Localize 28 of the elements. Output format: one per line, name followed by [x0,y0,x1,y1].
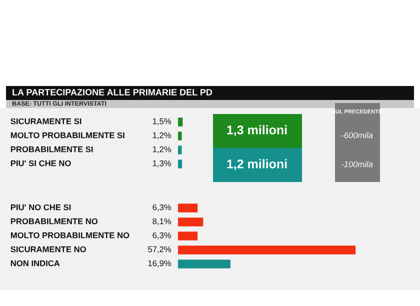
data-label: 57,2% [148,246,172,254]
data-label: 16,9% [148,260,172,268]
y-tick-label: SICURAMENTE SI [10,118,82,124]
y-tick-label: PIU' SI CHE NO [10,160,71,166]
bar [178,246,356,254]
y-tick-label: MOLTO PROBABILMENTE NO [10,232,130,238]
bar [178,204,198,212]
bar [178,260,230,268]
bar [178,218,204,226]
y-tick-label: PROBABILMENTE NO [10,218,98,224]
y-tick-label: PIU' NO CHE SI [10,204,71,210]
data-label: 8,1% [152,218,172,226]
data-label: 1,2% [152,146,172,154]
data-label: 6,3% [152,204,172,212]
data-label: 1,2% [152,132,172,140]
text: -100mila [341,161,373,168]
data-label: 6,3% [152,232,172,240]
text: -600mila [341,132,373,138]
data-label: 1,5% [152,118,172,126]
text: 1,2 milioni [227,159,287,170]
bar [178,232,198,240]
y-tick-label: MOLTO PROBABILMENTE SI [10,132,124,138]
y-tick-label: SICURAMENTE NO [10,246,86,252]
chart-title: LA PARTECIPAZIONE ALLE PRIMARIE DEL PD [12,89,212,96]
y-tick-label: PROBABILMENTE SI [10,146,93,152]
text: 1,3 milioni [227,125,287,136]
y-tick-label: NON INDICA [10,260,60,266]
data-label: 1,3% [152,160,172,168]
